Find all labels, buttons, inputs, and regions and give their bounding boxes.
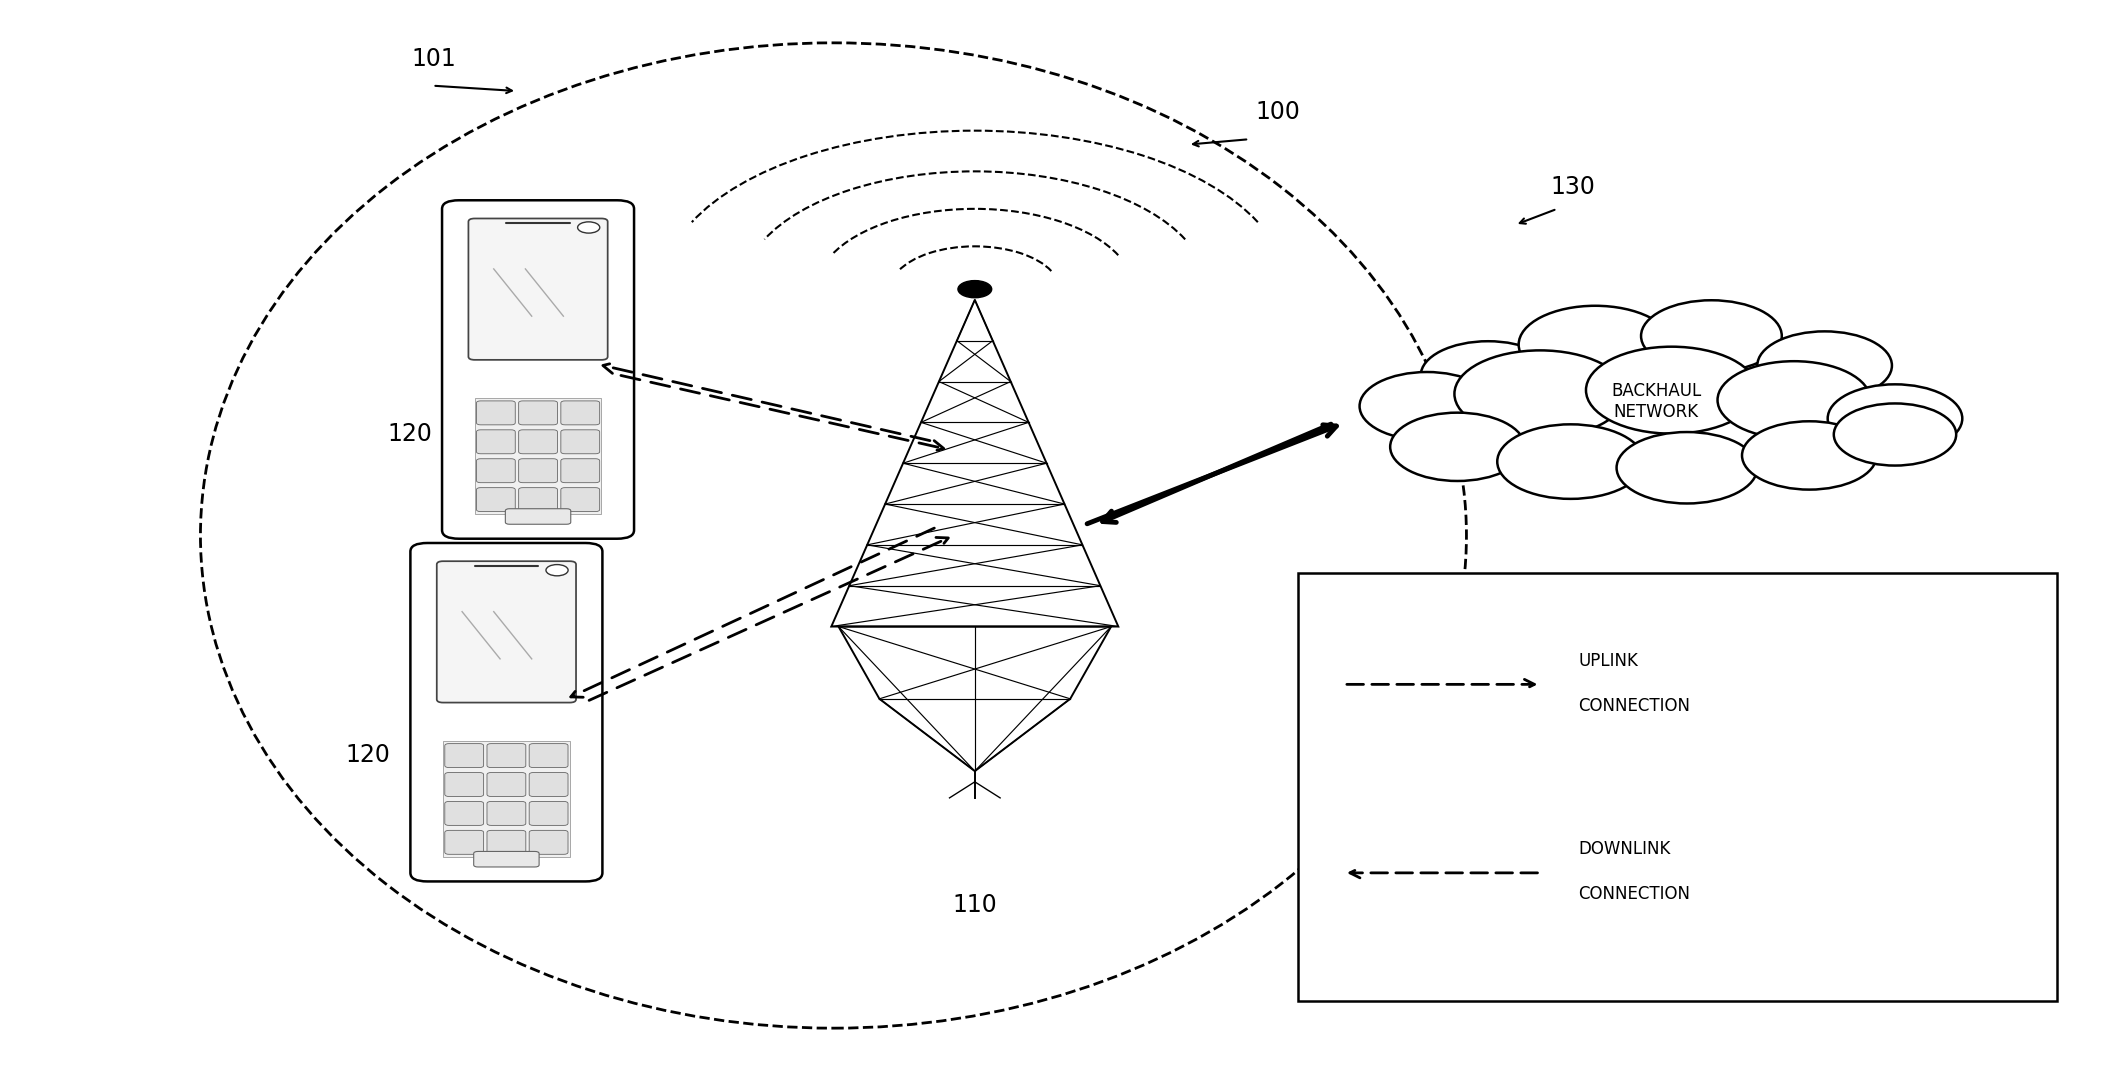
FancyBboxPatch shape bbox=[477, 487, 515, 512]
FancyBboxPatch shape bbox=[487, 801, 525, 826]
Text: 101: 101 bbox=[411, 47, 456, 71]
Circle shape bbox=[1758, 331, 1893, 399]
FancyBboxPatch shape bbox=[477, 458, 515, 483]
Circle shape bbox=[1743, 421, 1876, 489]
Bar bbox=[475, 398, 601, 514]
Circle shape bbox=[1420, 342, 1555, 409]
Text: DOWNLINK: DOWNLINK bbox=[1578, 841, 1671, 858]
Circle shape bbox=[1498, 424, 1644, 499]
Circle shape bbox=[1454, 350, 1625, 437]
FancyBboxPatch shape bbox=[487, 772, 525, 797]
Circle shape bbox=[1834, 404, 1956, 466]
Text: 120: 120 bbox=[388, 422, 433, 446]
FancyBboxPatch shape bbox=[477, 429, 515, 454]
Text: 100: 100 bbox=[1255, 101, 1300, 124]
Text: 130: 130 bbox=[1551, 176, 1595, 199]
Circle shape bbox=[1616, 432, 1758, 503]
FancyBboxPatch shape bbox=[409, 543, 603, 881]
Text: 110: 110 bbox=[952, 893, 998, 917]
FancyBboxPatch shape bbox=[445, 830, 483, 855]
FancyBboxPatch shape bbox=[445, 743, 483, 768]
FancyBboxPatch shape bbox=[561, 401, 599, 425]
Circle shape bbox=[546, 564, 568, 576]
FancyBboxPatch shape bbox=[519, 429, 557, 454]
Circle shape bbox=[1642, 300, 1781, 372]
Circle shape bbox=[1718, 361, 1872, 439]
Circle shape bbox=[1827, 384, 1962, 453]
FancyBboxPatch shape bbox=[530, 801, 568, 826]
FancyBboxPatch shape bbox=[437, 561, 576, 703]
FancyBboxPatch shape bbox=[445, 801, 483, 826]
Text: BACKHAUL
NETWORK: BACKHAUL NETWORK bbox=[1612, 382, 1701, 421]
FancyBboxPatch shape bbox=[468, 218, 608, 360]
FancyBboxPatch shape bbox=[473, 851, 538, 868]
Bar bbox=[443, 741, 570, 857]
FancyBboxPatch shape bbox=[443, 200, 633, 539]
FancyBboxPatch shape bbox=[477, 401, 515, 425]
Text: 120: 120 bbox=[346, 743, 390, 767]
FancyBboxPatch shape bbox=[561, 458, 599, 483]
Circle shape bbox=[1359, 372, 1494, 440]
FancyBboxPatch shape bbox=[445, 772, 483, 797]
Text: CONNECTION: CONNECTION bbox=[1578, 697, 1690, 714]
Circle shape bbox=[578, 222, 599, 233]
FancyBboxPatch shape bbox=[530, 743, 568, 768]
FancyBboxPatch shape bbox=[561, 429, 599, 454]
FancyBboxPatch shape bbox=[519, 458, 557, 483]
FancyBboxPatch shape bbox=[487, 830, 525, 855]
FancyBboxPatch shape bbox=[519, 401, 557, 425]
FancyBboxPatch shape bbox=[530, 772, 568, 797]
Circle shape bbox=[1519, 306, 1671, 383]
Circle shape bbox=[1390, 412, 1526, 481]
Text: CONNECTION: CONNECTION bbox=[1578, 886, 1690, 903]
FancyBboxPatch shape bbox=[519, 487, 557, 512]
Bar bbox=[1298, 573, 2057, 1001]
FancyBboxPatch shape bbox=[506, 509, 570, 524]
Circle shape bbox=[1587, 347, 1758, 434]
Circle shape bbox=[958, 281, 992, 298]
Text: UPLINK: UPLINK bbox=[1578, 652, 1637, 669]
FancyBboxPatch shape bbox=[530, 830, 568, 855]
FancyBboxPatch shape bbox=[487, 743, 525, 768]
FancyBboxPatch shape bbox=[561, 487, 599, 512]
